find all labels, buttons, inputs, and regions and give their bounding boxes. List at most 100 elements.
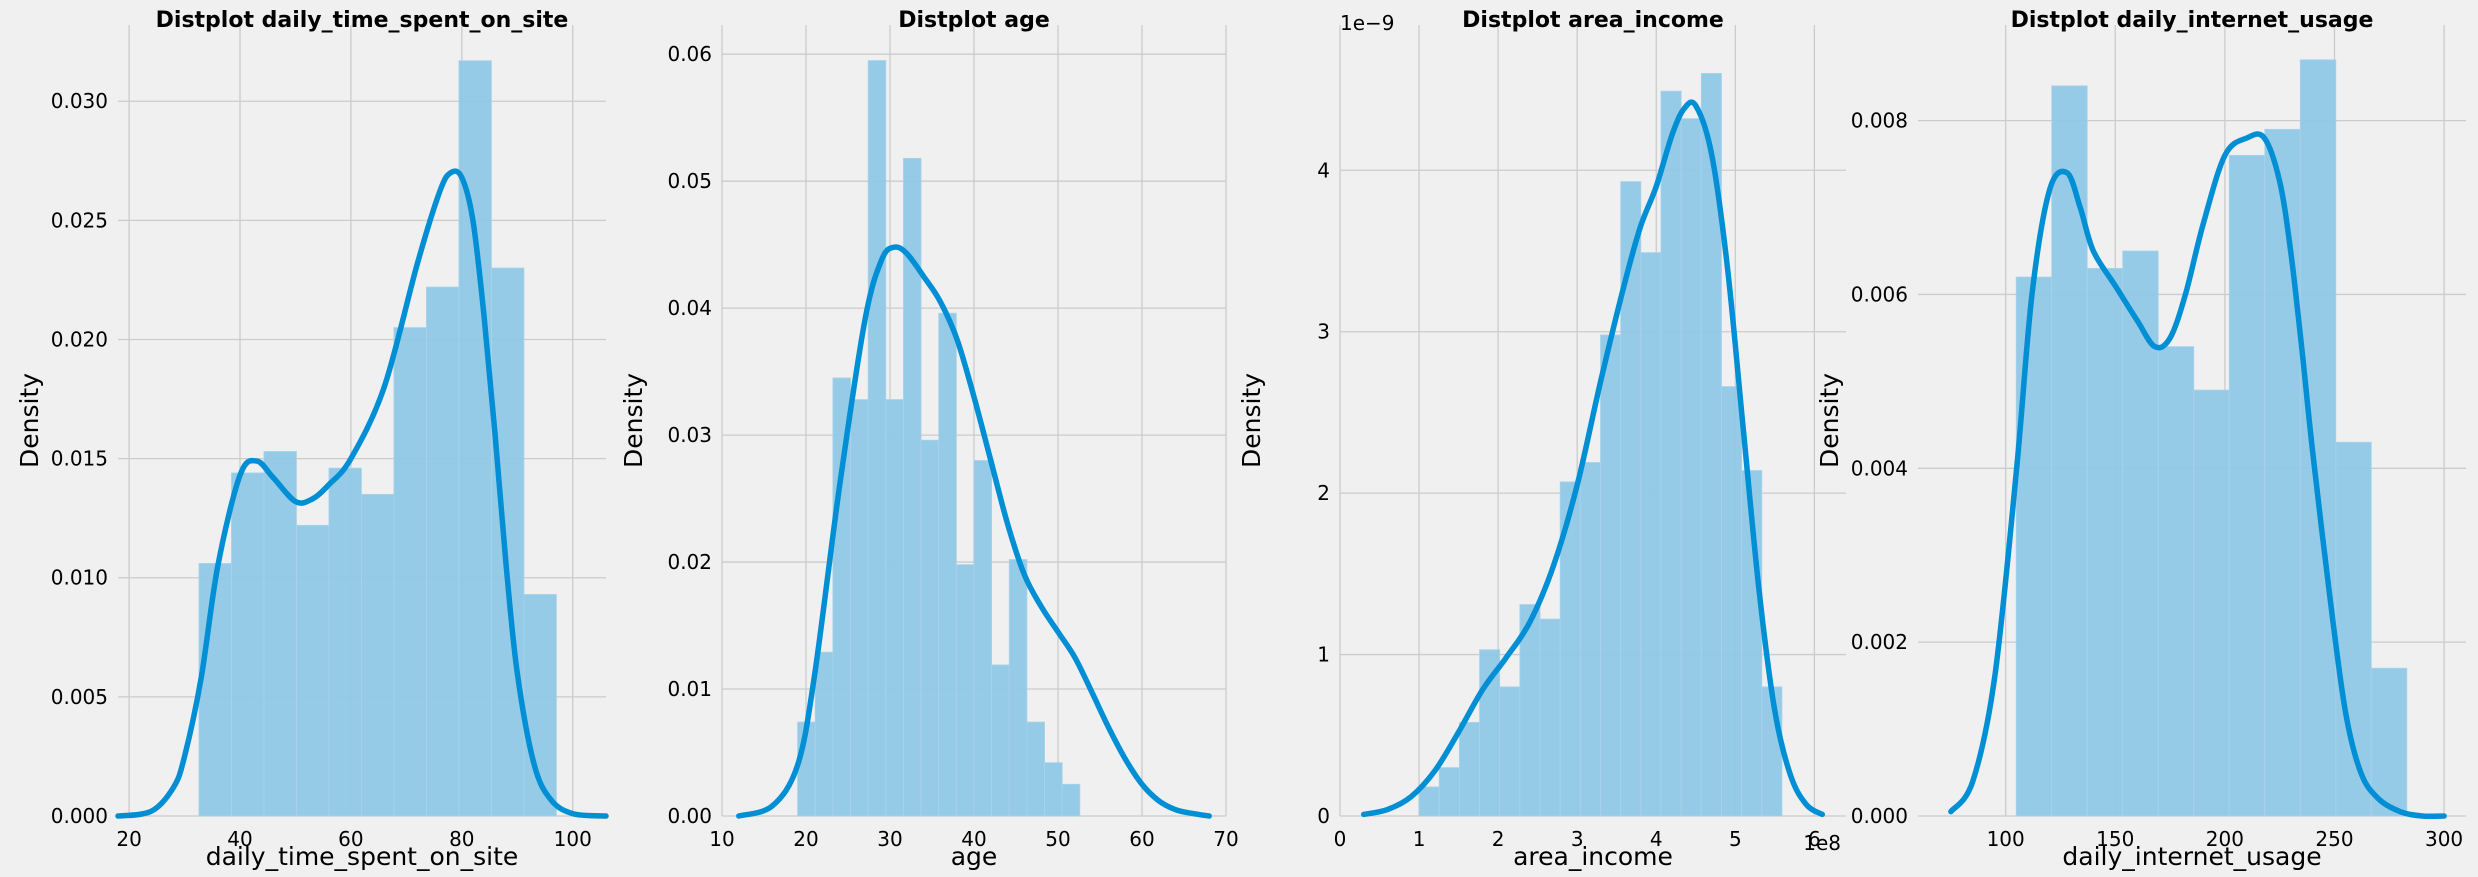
- y-tick-label: 0.02: [667, 550, 712, 574]
- histogram-bar: [361, 493, 395, 817]
- panel-title: Distplot daily_time_spent_on_site: [156, 8, 569, 33]
- kde-curve: [1360, 99, 1826, 818]
- x-tick-label: 80: [449, 827, 474, 851]
- x-tick-label: 4: [1650, 827, 1663, 851]
- chart-panel-4: 100 150 200 250 300 0.000 0.002 0.004 0.006 0.008…: [1815, 8, 2466, 871]
- histogram-bar: [426, 286, 460, 817]
- histogram-bar: [393, 327, 427, 817]
- y-tick-label: 0.025: [51, 208, 108, 232]
- y-tick-label: 0.004: [1851, 456, 1908, 480]
- histogram-bar: [1721, 386, 1743, 817]
- panel-title: Distplot area_income: [1462, 8, 1724, 33]
- histogram-bar: [1579, 462, 1601, 817]
- x-tick-label: 250: [2315, 827, 2353, 851]
- x-tick-label: 300: [2425, 827, 2463, 851]
- y-tick-label: 1: [1317, 643, 1330, 667]
- y-tick-label: 0.03: [667, 423, 712, 447]
- x-axis-label: daily_internet_usage: [2062, 842, 2321, 871]
- histogram-bar: [1026, 721, 1045, 817]
- y-tick-label: 0: [1317, 804, 1330, 828]
- histogram-bar: [231, 472, 265, 817]
- y-tick-label: 0.006: [1851, 282, 1908, 306]
- histogram-bar: [198, 563, 232, 817]
- y-axis-label: Density: [1815, 373, 1844, 468]
- y-tick-label: 0.002: [1851, 630, 1908, 654]
- x-tick-label: 200: [2206, 827, 2244, 851]
- histogram-bar: [1458, 721, 1480, 817]
- histogram-bars: [198, 60, 557, 817]
- chart-panel-1: 20 40 60 80 100 0.000 0.005 0.010 0.015 0.020 0.02…: [15, 8, 609, 871]
- histogram-bar: [885, 399, 904, 817]
- x-tick-label: 0: [1334, 827, 1347, 851]
- x-tick-label: 10: [709, 827, 734, 851]
- x-axis-label: area_income: [1513, 842, 1673, 871]
- kde-curve: [1948, 131, 2447, 820]
- x-offset-text: 1e8: [1803, 831, 1841, 855]
- histogram-bar: [1008, 559, 1028, 817]
- x-tick-label: 30: [877, 827, 902, 851]
- histogram-bar: [328, 467, 362, 817]
- histogram-bar: [2299, 59, 2337, 817]
- x-tick-label: 5: [1729, 827, 1742, 851]
- histogram-bar: [1680, 118, 1702, 817]
- histogram-bar: [1660, 90, 1682, 817]
- histogram-bar: [2122, 250, 2159, 817]
- x-tick-label: 2: [1492, 827, 1505, 851]
- histogram-bars: [797, 60, 1081, 817]
- y-axis-label: Density: [1237, 373, 1266, 468]
- histogram-bar: [1044, 762, 1063, 817]
- histogram-bar: [491, 267, 525, 817]
- histogram-bar: [938, 312, 957, 817]
- histogram-bar: [263, 451, 297, 817]
- histogram-bar: [955, 564, 975, 817]
- x-axis-label: daily_time_spent_on_site: [206, 842, 519, 871]
- y-tick-label: 0.010: [51, 566, 108, 590]
- panel-title: Distplot daily_internet_usage: [2011, 8, 2374, 33]
- y-tick-label: 0.008: [1851, 109, 1908, 133]
- y-tick-label: 0.06: [667, 42, 712, 66]
- x-tick-label: 60: [338, 827, 363, 851]
- histogram-bar: [2086, 267, 2124, 817]
- histogram-bar: [850, 399, 869, 817]
- histogram-bar: [2051, 85, 2088, 817]
- y-tick-label: 0.000: [1851, 804, 1908, 828]
- kde-curve: [115, 168, 609, 819]
- histogram-bar: [1438, 767, 1460, 817]
- y-tick-label: 0.030: [51, 89, 108, 113]
- histogram-bar: [2335, 441, 2372, 817]
- x-tick-label: 40: [961, 827, 986, 851]
- histogram-bar: [1640, 252, 1662, 817]
- y-axis-label: Density: [619, 373, 648, 468]
- kde-curve: [736, 244, 1212, 819]
- y-tick-label: 0.005: [51, 685, 108, 709]
- x-tick-label: 70: [1213, 827, 1238, 851]
- x-tick-label: 100: [554, 827, 592, 851]
- y-tick-label: 0.01: [667, 677, 712, 701]
- x-tick-label: 150: [2096, 827, 2134, 851]
- y-tick-label: 3: [1317, 320, 1330, 344]
- histogram-bar: [2228, 154, 2266, 817]
- histogram-bar: [1418, 786, 1440, 817]
- y-offset-text: 1e−9: [1340, 11, 1395, 35]
- histogram-bar: [2015, 276, 2053, 817]
- histogram-bar: [814, 651, 834, 817]
- x-tick-label: 100: [1987, 827, 2025, 851]
- histogram-bar: [1600, 334, 1622, 817]
- y-tick-label: 0.000: [51, 804, 108, 828]
- x-axis-label: age: [951, 842, 998, 871]
- y-axis-label: Density: [15, 373, 44, 468]
- y-tick-label: 4: [1317, 158, 1330, 182]
- histogram-bar: [2157, 346, 2195, 817]
- histogram-bars: [2015, 59, 2408, 817]
- histogram-bars: [1418, 73, 1783, 817]
- histogram-bar: [2193, 389, 2230, 817]
- histogram-bar: [2264, 128, 2301, 817]
- chart-panel-3: 0 1 2 3 4 5 6 0 1 2 3 4 Distplot area_income area_inc…: [1237, 8, 1846, 871]
- y-tick-label: 0.05: [667, 169, 712, 193]
- x-tick-label: 1: [1413, 827, 1426, 851]
- histogram-bar: [1061, 783, 1081, 817]
- y-tick-label: 2: [1317, 481, 1330, 505]
- histogram-bar: [867, 60, 887, 817]
- x-tick-label: 20: [793, 827, 818, 851]
